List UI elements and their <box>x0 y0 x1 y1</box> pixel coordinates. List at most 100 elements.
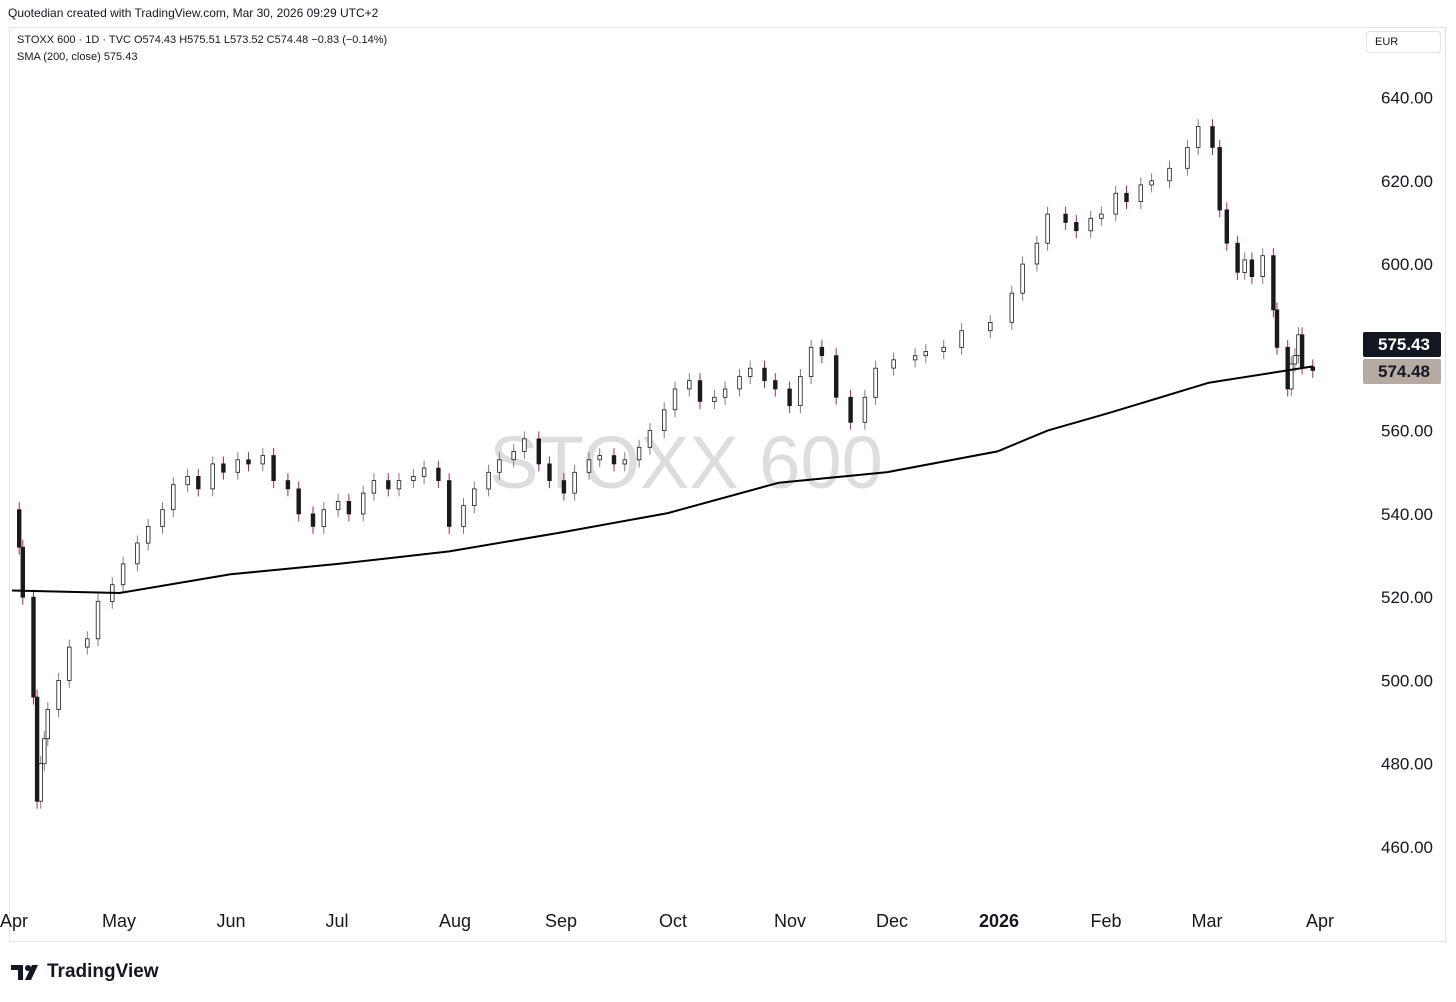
candle-body <box>386 480 391 490</box>
chart-frame[interactable] <box>9 27 1446 942</box>
y-tick-label: 480.00 <box>1381 755 1433 774</box>
price-axis[interactable]: 640.00620.00600.00580.00560.00540.00520.… <box>1381 89 1433 858</box>
y-tick-label: 560.00 <box>1381 422 1433 441</box>
candle-body <box>1292 355 1298 365</box>
candle-body <box>1289 363 1294 390</box>
candle-body <box>1224 209 1229 244</box>
candle-body <box>1063 213 1068 223</box>
y-tick-label: 640.00 <box>1381 89 1433 108</box>
candle-body <box>346 500 352 515</box>
x-tick-label: Mar <box>1192 911 1223 931</box>
candle-body <box>1242 259 1247 273</box>
tradingview-brand[interactable]: TradingView <box>11 961 159 983</box>
x-tick-label: Feb <box>1090 911 1121 931</box>
candle-body <box>1296 334 1301 356</box>
x-tick-label: Sep <box>545 911 577 931</box>
x-tick-label: Nov <box>774 911 806 931</box>
candle-body <box>285 480 291 490</box>
candle-body <box>1196 126 1201 148</box>
candle-body <box>611 455 617 465</box>
candle-body <box>1020 263 1025 294</box>
candle-body <box>196 475 201 490</box>
candle-body <box>461 505 466 527</box>
x-tick-label: Oct <box>659 911 687 931</box>
candle-body <box>371 480 377 494</box>
candle-body <box>561 480 567 494</box>
candle-body <box>1299 334 1305 368</box>
candle-body <box>722 388 728 398</box>
x-tick-label: Apr <box>0 911 28 931</box>
candle-body <box>310 513 316 527</box>
candle-body <box>260 455 265 465</box>
y-tick-label: 620.00 <box>1381 172 1433 191</box>
x-tick-label: 2026 <box>979 911 1019 931</box>
symbol-legend[interactable]: STOXX 600 · 1D · TVC O574.43 H575.51 L57… <box>17 34 388 46</box>
candle-body <box>941 346 946 352</box>
candle-body <box>486 471 491 490</box>
candle-body <box>586 459 592 473</box>
candle-body <box>662 409 667 431</box>
currency-button[interactable]: EUR <box>1366 31 1441 53</box>
candle-body <box>210 463 215 490</box>
candle-body <box>1235 242 1240 273</box>
candle-body <box>1099 213 1104 219</box>
candle-body <box>1074 221 1079 232</box>
candlestick-series <box>16 119 1315 809</box>
candle-body <box>185 475 190 486</box>
candle-body <box>34 696 40 802</box>
candle-body <box>95 600 101 640</box>
x-tick-label: Dec <box>876 911 908 931</box>
candle-body <box>221 463 226 473</box>
last-price-tag-bg <box>1363 359 1441 384</box>
candle-body <box>446 480 452 527</box>
candle-body <box>421 467 427 477</box>
x-tick-label: Aug <box>439 911 471 931</box>
candle-body <box>296 488 301 515</box>
candle-body <box>622 459 627 465</box>
candle-body <box>1138 184 1143 202</box>
y-tick-label: 500.00 <box>1381 671 1433 690</box>
candle-body <box>748 367 753 377</box>
sma-price-tag: 575.43 <box>1378 335 1430 354</box>
candle-body <box>1285 346 1290 390</box>
candle-body <box>67 646 72 681</box>
candle-body <box>547 463 552 481</box>
candle-body <box>672 388 678 411</box>
indicator-legend[interactable]: SMA (200, close) 575.43 <box>17 51 138 63</box>
candle-body <box>647 430 653 448</box>
chart-header-credit: Quotedian created with TradingView.com, … <box>8 6 379 20</box>
candle-body <box>1149 180 1154 186</box>
candle-body <box>773 380 778 390</box>
candle-body <box>572 471 577 494</box>
tradingview-logo-icon <box>11 964 38 980</box>
candle-body <box>1034 242 1040 265</box>
candle-body <box>959 330 964 348</box>
candle-body <box>271 455 276 482</box>
candle-body <box>1271 255 1276 311</box>
y-tick-label: 460.00 <box>1381 838 1433 857</box>
sma-line <box>11 365 1313 595</box>
candle-body <box>1009 292 1014 323</box>
price-tags: 575.43 574.48 <box>1363 332 1441 384</box>
candle-body <box>1088 217 1093 232</box>
tradingview-wordmark: TradingView <box>47 961 159 982</box>
candle-body <box>1274 309 1280 348</box>
candle-body <box>20 546 25 598</box>
candle-body <box>56 680 61 710</box>
candle-body <box>873 367 878 398</box>
candle-body <box>1210 126 1215 148</box>
candle-body <box>1217 147 1222 211</box>
y-tick-label: 600.00 <box>1381 255 1433 274</box>
time-axis[interactable]: Apr May Jun Jul Aug Sep Oct Nov Dec 2026 Feb Mar Apr <box>0 911 1334 931</box>
sma-price-tag-bg <box>1363 332 1441 357</box>
candle-body <box>862 396 868 423</box>
candle-body <box>912 355 918 361</box>
candle-body <box>787 388 792 407</box>
candle-body <box>135 542 140 565</box>
candle-body <box>834 355 839 398</box>
x-tick-label: Jul <box>325 911 348 931</box>
candle-body <box>85 638 90 648</box>
candle-body <box>120 563 126 586</box>
candle-body <box>38 763 43 802</box>
